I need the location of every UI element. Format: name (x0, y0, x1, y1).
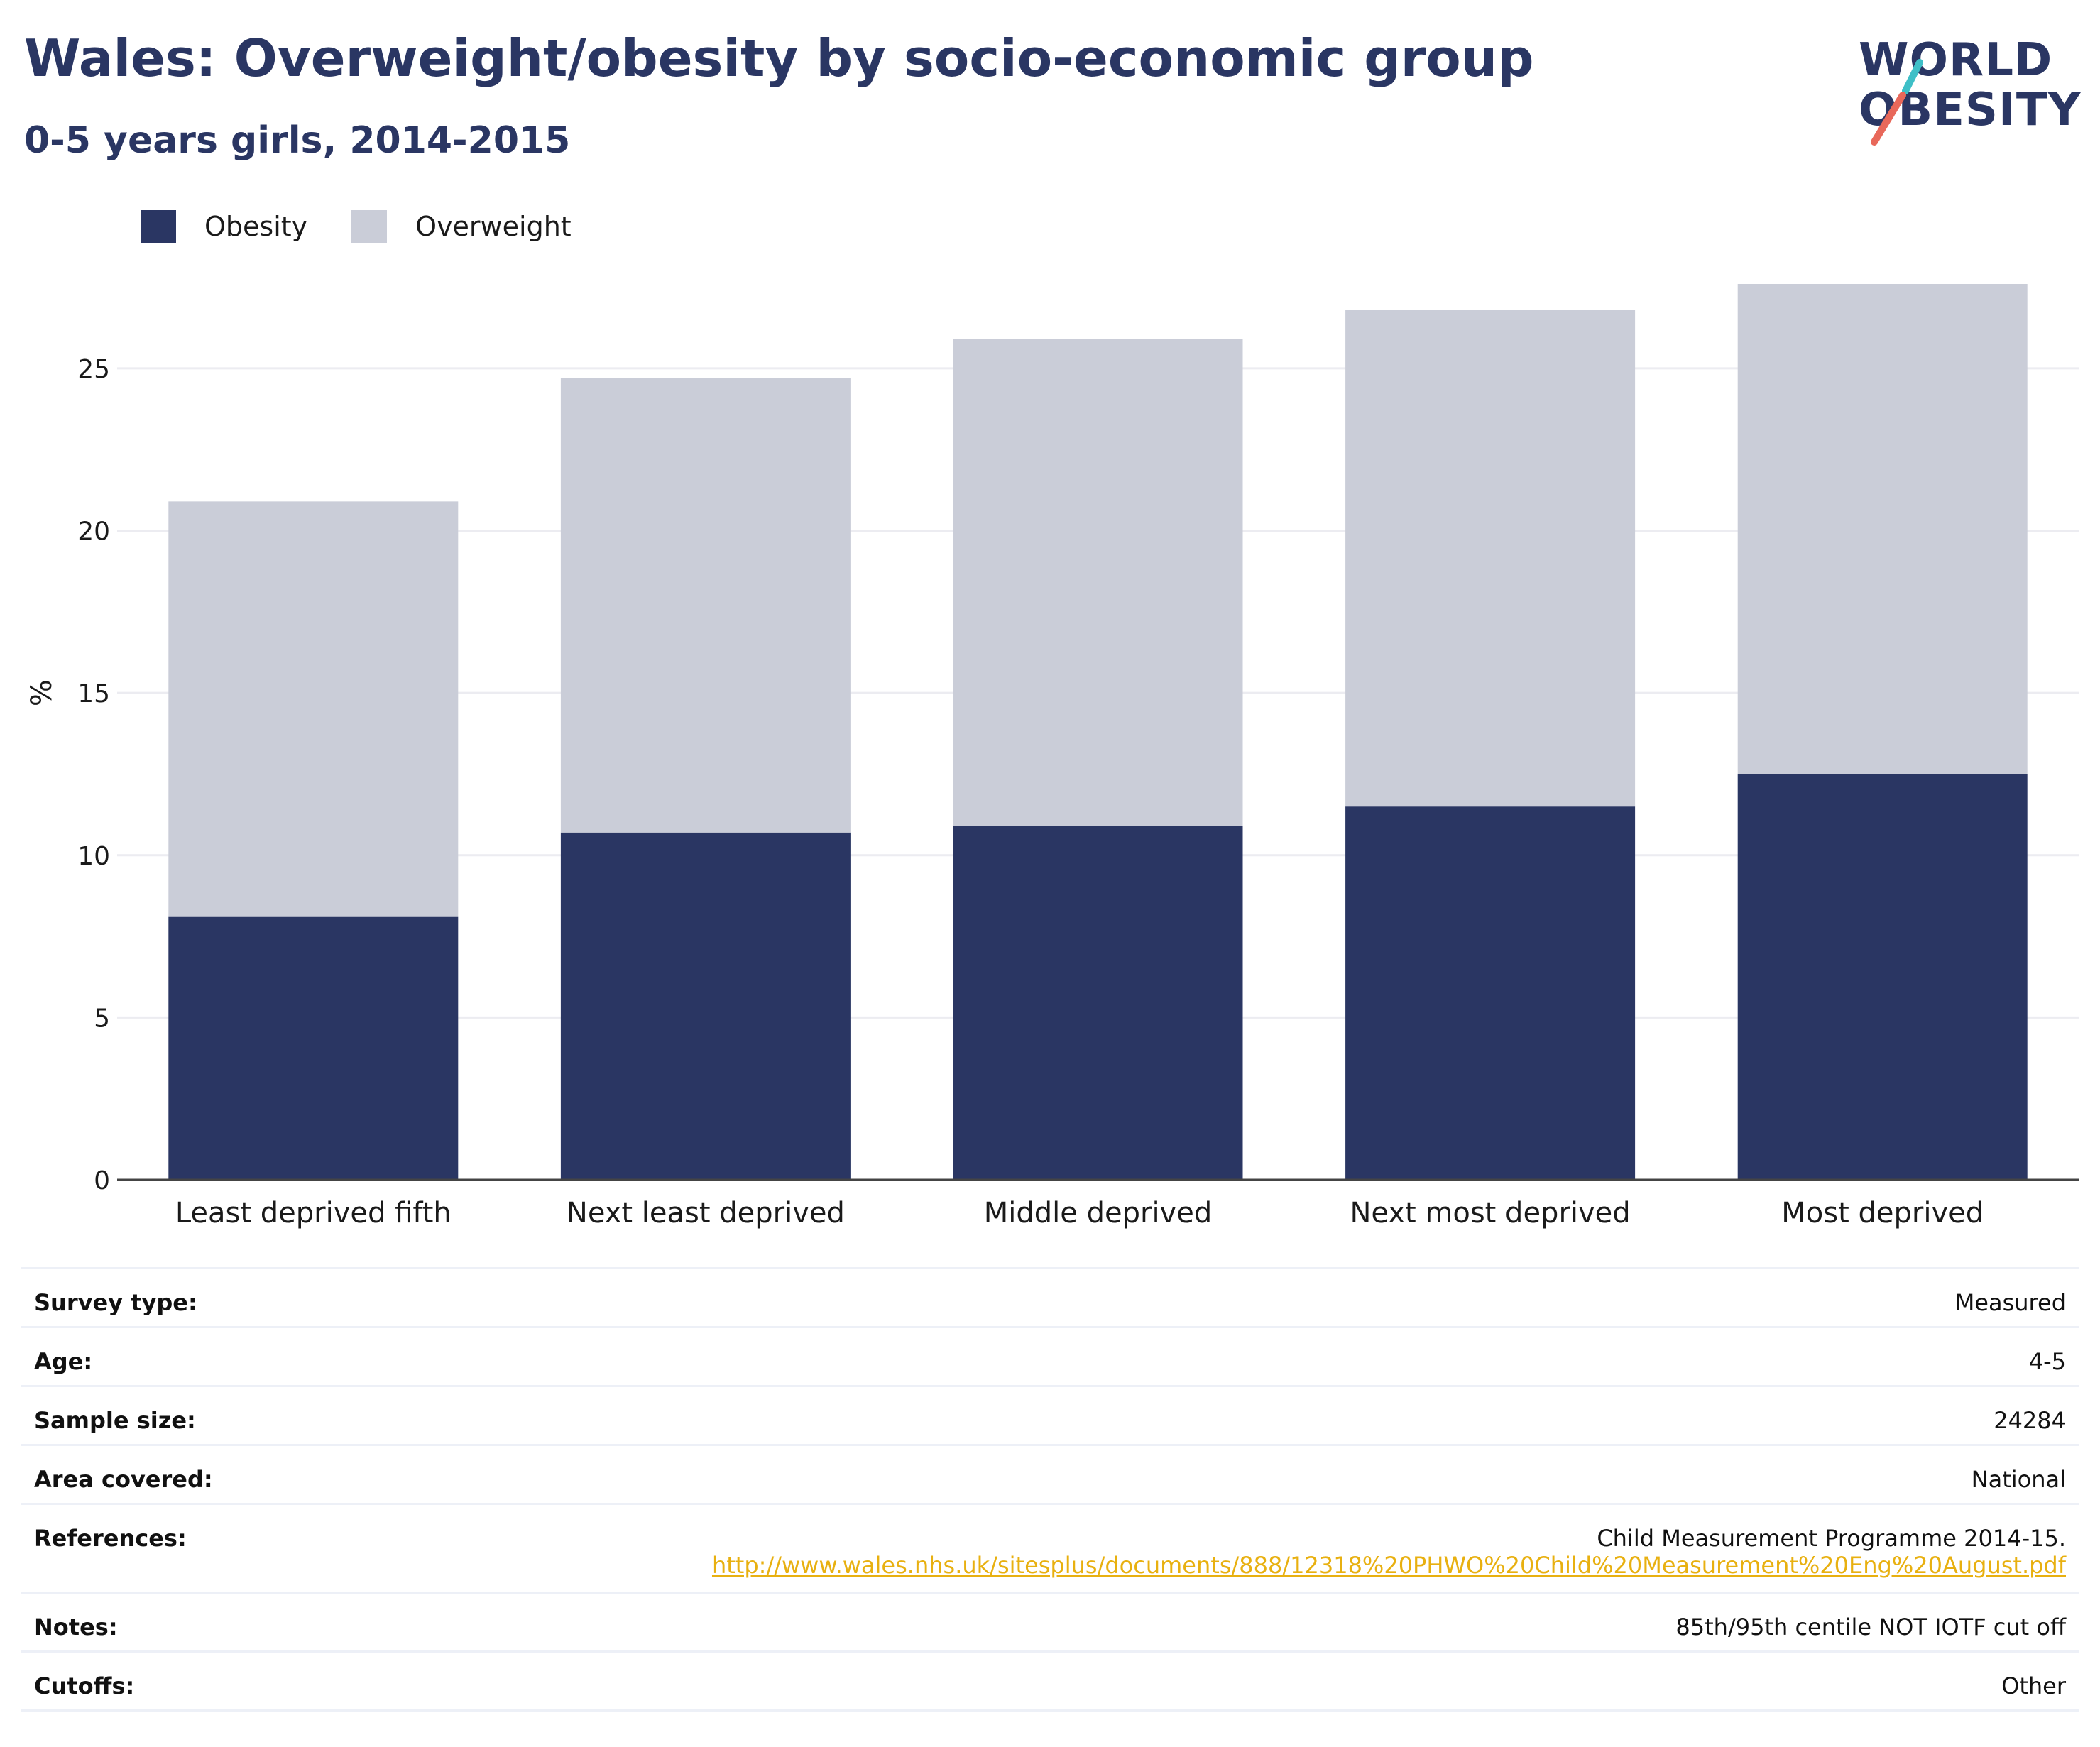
bar-overweight[interactable] (1737, 284, 2028, 774)
bar-overweight[interactable] (168, 501, 459, 917)
y-tick-label: 15 (77, 679, 110, 708)
y-tick-label: 25 (77, 355, 110, 384)
notes-row: Notes: 85th/95th centile NOT IOTF cut of… (21, 1592, 2079, 1652)
survey-type-row: Survey type: Measured (21, 1267, 2079, 1327)
sample-size-value: 24284 (286, 1385, 2079, 1445)
references-label: References: (21, 1503, 287, 1593)
logo-slash-icon (1871, 59, 1923, 146)
bar-overweight[interactable] (953, 339, 1243, 826)
age-label: Age: (21, 1326, 287, 1386)
area-covered-value: National (286, 1444, 2079, 1504)
world-obesity-logo[interactable]: WORLD OBESITY (1846, 28, 2087, 149)
x-tick-label: Least deprived fifth (175, 1197, 452, 1230)
reference-link[interactable]: http://www.wales.nhs.uk/sitesplus/docume… (711, 1552, 2066, 1579)
bar-obesity[interactable] (560, 832, 851, 1180)
y-tick-label: 20 (77, 517, 110, 547)
y-axis-label: % (26, 679, 58, 706)
sample-size-label: Sample size: (21, 1385, 287, 1445)
cutoffs-value: Other (286, 1650, 2079, 1712)
chart-legend: Obesity Overweight (141, 210, 616, 243)
legend-label-obesity: Obesity (204, 211, 308, 242)
survey-type-label: Survey type: (21, 1267, 287, 1327)
x-tick-label: Next least deprived (567, 1197, 845, 1230)
cutoffs-label: Cutoffs: (21, 1650, 287, 1712)
references-row: References: Child Measurement Programme … (21, 1503, 2079, 1593)
survey-type-value: Measured (286, 1267, 2079, 1327)
bar-obesity[interactable] (168, 916, 459, 1180)
area-covered-label: Area covered: (21, 1444, 287, 1504)
cutoffs-row: Cutoffs: Other (21, 1650, 2079, 1712)
chart-title: Wales: Overweight/obesity by socio-econo… (24, 28, 1534, 88)
legend-swatch-obesity (141, 210, 176, 243)
age-value: 4-5 (286, 1326, 2079, 1386)
bar-obesity[interactable] (1345, 806, 1636, 1180)
bar-obesity[interactable] (953, 826, 1243, 1180)
x-tick-label: Next most deprived (1350, 1197, 1630, 1230)
references-value: Child Measurement Programme 2014-15. htt… (286, 1503, 2079, 1593)
y-tick-label: 0 (94, 1166, 110, 1195)
legend-label-overweight: Overweight (415, 211, 572, 242)
legend-item-obesity[interactable]: Obesity (141, 210, 307, 243)
notes-value: 85th/95th centile NOT IOTF cut off (286, 1592, 2079, 1652)
bar-overweight[interactable] (1345, 310, 1636, 807)
reference-text: Child Measurement Programme 2014-15. (1597, 1525, 2066, 1552)
legend-item-overweight[interactable]: Overweight (351, 210, 572, 243)
x-tick-label: Most deprived (1781, 1197, 1984, 1230)
stacked-bar-chart: 0 5 10 15 20 25% Least deprived fifth Next leas… (26, 284, 2079, 1230)
y-tick-label: 5 (94, 1004, 110, 1033)
age-row: Age: 4-5 (21, 1326, 2079, 1386)
x-tick-label: Middle deprived (984, 1197, 1212, 1230)
survey-details-table: Survey type: Measured Age: 4-5 Sample si… (21, 1267, 2079, 1712)
y-tick-label: 10 (77, 842, 110, 871)
sample-size-row: Sample size: 24284 (21, 1385, 2079, 1445)
notes-label: Notes: (21, 1592, 287, 1652)
chart-subtitle: 0-5 years girls, 2014-2015 (24, 119, 571, 162)
legend-swatch-overweight (351, 210, 388, 243)
bar-overweight[interactable] (560, 378, 851, 833)
area-covered-row: Area covered: National (21, 1444, 2079, 1504)
bar-obesity[interactable] (1737, 774, 2028, 1180)
logo-word-world: WORLD (1859, 34, 2053, 87)
